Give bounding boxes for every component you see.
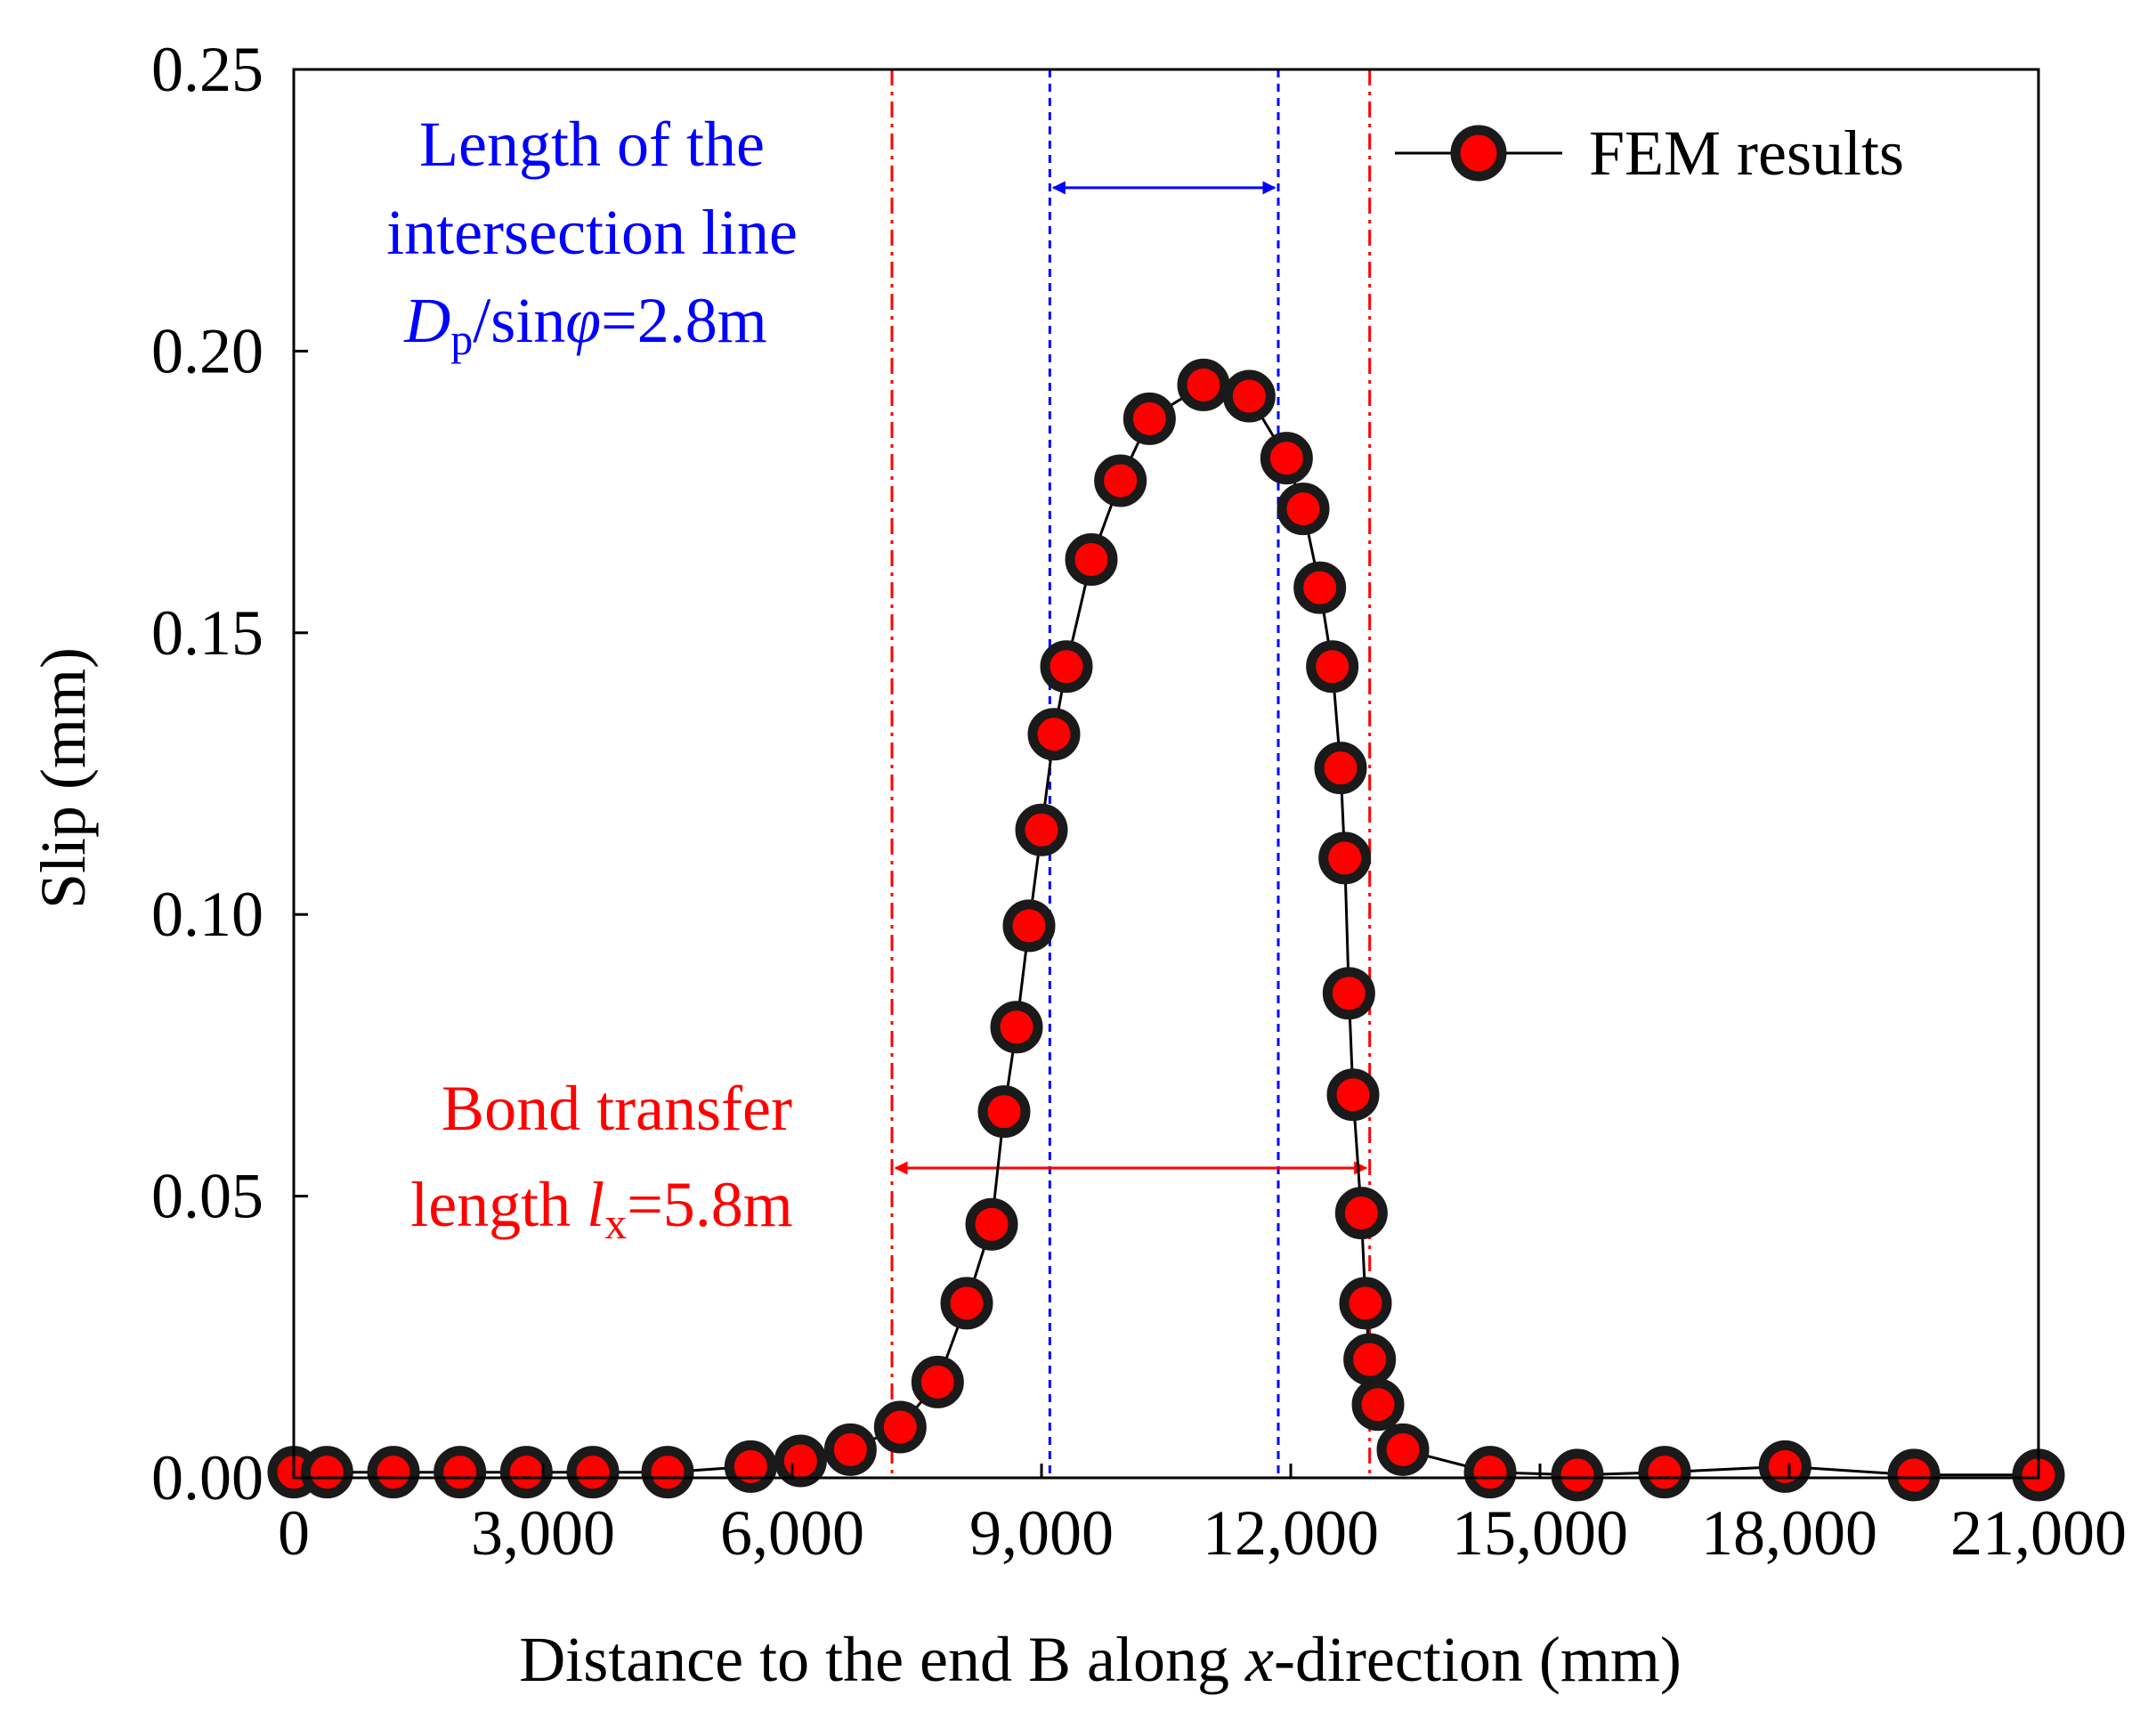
y-axis-label: Slip (mm) [28, 647, 99, 909]
data-point [434, 1446, 487, 1499]
data-point [724, 1440, 777, 1493]
x-tick-label: 3,000 [471, 1497, 615, 1569]
data-point [1343, 1333, 1397, 1386]
data-point [1551, 1448, 1604, 1502]
data-point [965, 1197, 1018, 1251]
y-tick-label: 0.05 [151, 1161, 263, 1232]
x-tick-label: 9,000 [969, 1497, 1114, 1569]
data-point [1015, 803, 1068, 856]
x-tick-label: 21,000 [1950, 1497, 2127, 1569]
data-point [1065, 533, 1118, 587]
data-point [1351, 1378, 1405, 1432]
data-point [1123, 392, 1176, 445]
series-layer [267, 358, 2065, 1502]
legend-label: FEM results [1589, 118, 1904, 189]
plot-frame [292, 68, 2040, 1480]
y-tick-label: 0.15 [151, 597, 263, 669]
intersection-line2: intersection line [386, 197, 798, 268]
reference-lines [890, 69, 1372, 1478]
legend: FEM results [1395, 118, 1904, 189]
data-point [1339, 1277, 1392, 1330]
data-point [940, 1277, 993, 1330]
x-tick-label: 18,000 [1701, 1497, 1877, 1569]
data-point [566, 1446, 620, 1499]
data-point [774, 1434, 827, 1488]
data-point [1177, 358, 1230, 411]
data-point [1463, 1446, 1517, 1499]
bond-transfer-line2: length lx=5.8m [410, 1169, 793, 1248]
y-tick-label: 0.10 [151, 879, 263, 950]
data-point [1306, 640, 1359, 694]
data-point [641, 1446, 694, 1499]
data-point [1040, 640, 1093, 694]
x-tick-label: 6,000 [720, 1497, 864, 1569]
data-point [1334, 1187, 1388, 1240]
data-point [1277, 483, 1330, 536]
data-point [367, 1446, 420, 1499]
x-axis-label: Distance to the end B along x-direction … [519, 1624, 1682, 1695]
intersection-formula: Dp/sinφ=2.8m [403, 285, 766, 364]
data-point [1222, 369, 1276, 423]
intersection-annotation: Length of the intersection line Dp/sinφ=… [386, 109, 798, 364]
axis-ticks: 0 3,000 6,000 9,000 12,000 15,000 18,000 21,000… [151, 34, 2127, 1569]
x-tick-label: 12,000 [1203, 1497, 1379, 1569]
intersection-line1: Length of the [419, 109, 765, 180]
legend-marker [1450, 125, 1507, 182]
x-tick-label: 15,000 [1452, 1497, 1628, 1569]
series-line [294, 383, 2038, 1477]
data-point [1027, 708, 1081, 761]
data-point [1314, 742, 1367, 795]
data-point [1318, 831, 1372, 885]
data-point [990, 1001, 1043, 1054]
data-point [911, 1355, 964, 1408]
bond-transfer-annotation: Bond transfer length lx=5.8m [410, 1073, 793, 1248]
x-tick-label: 0 [278, 1497, 310, 1569]
data-point [1638, 1446, 1691, 1499]
data-point [1094, 454, 1147, 507]
data-point [873, 1400, 927, 1454]
data-point [1002, 899, 1056, 953]
data-point [499, 1446, 553, 1499]
data-point [1326, 1068, 1380, 1122]
data-point [1322, 967, 1375, 1020]
y-tick-label: 0.25 [151, 34, 263, 105]
y-tick-label: 0.00 [151, 1442, 263, 1513]
data-point [1293, 561, 1347, 614]
bond-transfer-line1: Bond transfer [442, 1073, 792, 1144]
data-point [977, 1085, 1031, 1139]
y-tick-label: 0.20 [151, 315, 263, 386]
data-point [300, 1446, 353, 1499]
data-point [1376, 1423, 1430, 1476]
data-point [1260, 432, 1313, 485]
data-point [1887, 1448, 1941, 1502]
data-point [823, 1423, 877, 1476]
data-point [1758, 1440, 1812, 1493]
